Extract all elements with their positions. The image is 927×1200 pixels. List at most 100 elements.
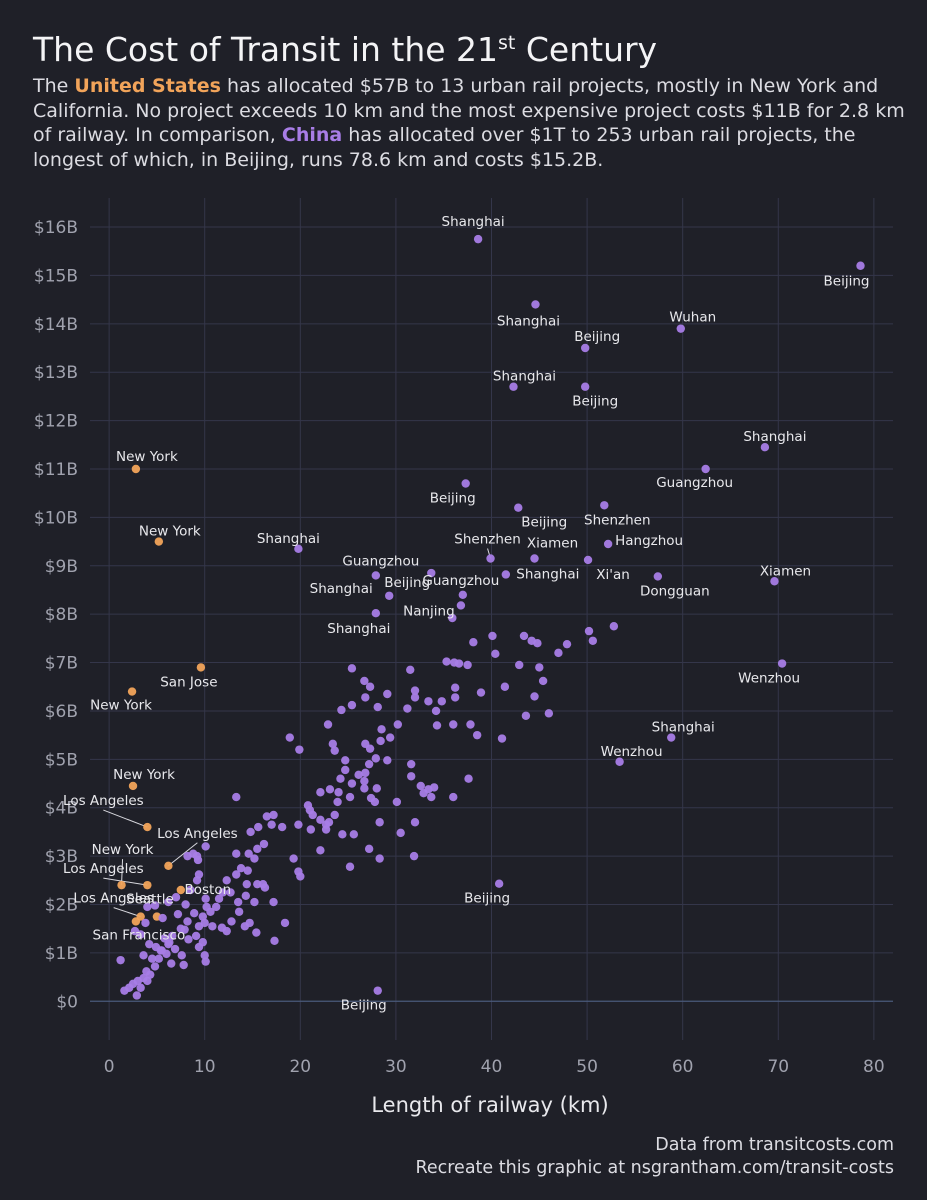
china-project-point: [226, 888, 235, 897]
china-project-point: [770, 577, 779, 586]
china-project-point: [364, 844, 374, 854]
china-project-point: [580, 382, 590, 391]
y-tick-label: $12B: [34, 412, 78, 432]
china-project-point: [497, 734, 507, 743]
china-project-point: [583, 555, 593, 565]
china-project-point: [186, 885, 195, 895]
point-label: Shanghai: [652, 720, 715, 736]
china-project-point: [294, 820, 303, 829]
point-label: Beijing: [824, 274, 870, 290]
china-project-point: [375, 818, 384, 827]
china-project-point: [361, 693, 370, 702]
china-project-point: [218, 888, 228, 897]
data-points: [116, 234, 865, 1000]
x-tick-label: 10: [194, 1057, 216, 1077]
point-label: Wenzhou: [738, 671, 800, 687]
point-label: Beijing: [574, 329, 620, 345]
point-label: San Jose: [160, 674, 217, 690]
point-label: Beijing: [572, 394, 618, 410]
china-project-point: [501, 570, 511, 579]
point-label: Los Angeles: [63, 793, 144, 809]
china-project-point: [233, 897, 243, 907]
point-label: Shanghai: [442, 214, 505, 230]
china-project-point: [410, 818, 420, 827]
point-label: Shanghai: [516, 566, 579, 582]
china-project-point: [544, 709, 554, 718]
china-project-point: [280, 918, 290, 928]
china-project-point: [269, 810, 278, 820]
china-project-point: [347, 779, 357, 788]
us-project-point: [154, 537, 164, 546]
x-tick-label: 80: [863, 1057, 885, 1077]
china-project-point: [429, 783, 439, 792]
china-project-point: [201, 842, 210, 851]
china-project-point: [449, 720, 458, 729]
y-tick-label: $11B: [34, 460, 78, 480]
china-project-point: [150, 962, 160, 971]
point-label: Seattle: [126, 892, 174, 908]
point-label: Shanghai: [493, 369, 556, 385]
china-project-point: [530, 692, 539, 701]
china-project-point: [139, 951, 148, 960]
china-project-point: [777, 659, 787, 668]
china-project-point: [372, 784, 381, 793]
china-project-point: [588, 636, 598, 645]
china-project-point: [442, 657, 451, 666]
y-tick-label: $1B: [45, 944, 78, 964]
china-project-point: [316, 815, 325, 825]
title-main: The Cost of Transit in the 21: [33, 30, 499, 69]
china-project-point: [476, 688, 486, 697]
china-project-point: [410, 686, 420, 695]
china-project-point: [179, 960, 188, 970]
point-labels: Shanghai Beijing Shanghai Wuhan Beijing Shang…: [63, 214, 869, 1014]
us-project-point: [131, 917, 141, 926]
china-project-point: [254, 822, 263, 832]
label-leader-line: [168, 842, 198, 867]
china-project-point: [458, 590, 468, 600]
y-tick-label: $13B: [34, 363, 78, 383]
china-project-point: [145, 939, 154, 949]
point-label: Shanghai: [327, 621, 390, 637]
china-project-point: [285, 733, 294, 742]
point-label: Los Angeles: [63, 861, 144, 877]
china-project-point: [232, 870, 241, 879]
x-tick-label: 30: [385, 1057, 407, 1077]
china-project-point: [486, 554, 495, 563]
china-project-point: [464, 774, 473, 783]
china-project-point: [473, 234, 483, 244]
china-project-point: [488, 631, 497, 641]
china-project-point: [454, 659, 464, 668]
point-label: Beijing: [341, 998, 387, 1014]
point-label: Shenzhen: [454, 532, 521, 548]
point-label: Shanghai: [310, 581, 373, 597]
point-label: Xi'an: [596, 567, 630, 583]
china-project-point: [116, 955, 125, 965]
label-leader-line: [103, 809, 148, 828]
china-project-point: [349, 830, 359, 839]
china-project-point: [653, 572, 663, 581]
china-project-point: [360, 784, 369, 793]
china-project-point: [194, 942, 204, 952]
point-label: Shanghai: [257, 531, 320, 547]
y-tick-label: $9B: [45, 557, 78, 577]
china-project-point: [449, 792, 458, 802]
china-project-point: [419, 789, 428, 798]
china-project-point: [180, 925, 189, 934]
china-project-point: [580, 343, 590, 353]
y-tick-label: $15B: [34, 266, 78, 286]
china-project-point: [338, 830, 347, 839]
china-project-point: [147, 954, 157, 963]
china-project-point: [676, 324, 685, 333]
china-project-point: [194, 870, 204, 879]
china-project-point: [760, 443, 770, 452]
china-project-point: [521, 711, 531, 720]
point-label: Guangzhou: [656, 475, 733, 491]
china-project-point: [383, 689, 392, 699]
label-leader-line: [113, 907, 141, 918]
point-label: Beijing: [384, 575, 430, 591]
china-project-point: [294, 544, 303, 554]
china-project-point: [330, 810, 339, 820]
china-project-point: [316, 846, 325, 855]
china-project-point: [533, 638, 542, 648]
subtitle-part-2: has allocated $57B to 13 urban rail proj…: [33, 75, 905, 146]
